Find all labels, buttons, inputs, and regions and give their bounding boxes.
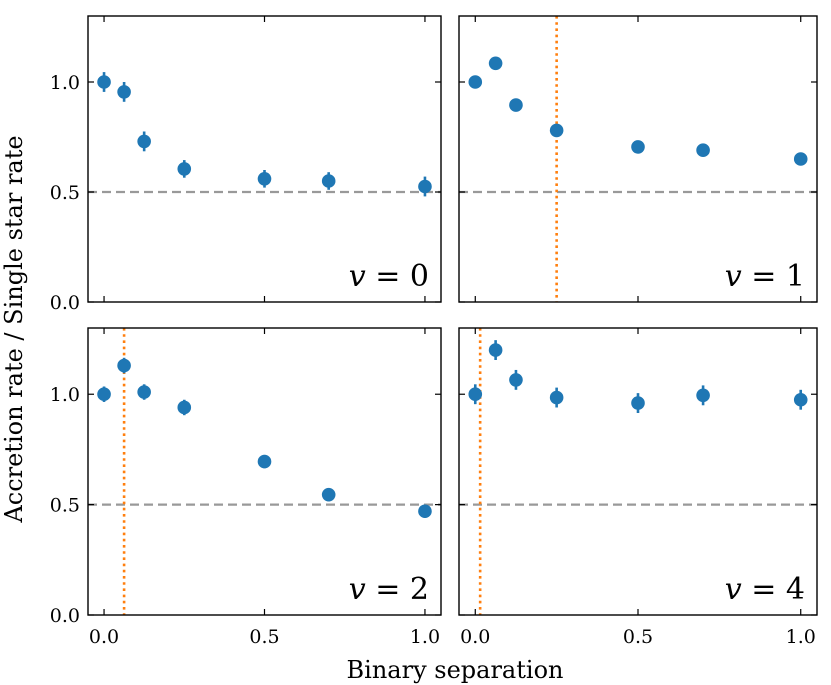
panel-3: 0.0 0.5 1.0 0.0 0.5 1.0 v = 2 (50, 327, 442, 648)
panel-label: v = 2 (349, 572, 429, 607)
data-point (468, 75, 483, 89)
data-point (696, 143, 710, 157)
panel-label-variable: v (349, 572, 366, 607)
y-tick-label: 0.5 (50, 182, 80, 204)
data-point (177, 162, 192, 176)
x-tick-label: 0.0 (89, 626, 119, 648)
panel-label-variable: v (349, 259, 366, 294)
data-points (97, 72, 432, 197)
panel-label-value: = 0 (366, 259, 429, 294)
panel-label-value: = 4 (742, 572, 805, 607)
x-tick-label: 1.0 (786, 626, 816, 648)
data-point (549, 123, 564, 138)
data-point (117, 358, 131, 373)
data-points (468, 340, 808, 413)
panel-frame (87, 15, 442, 303)
panel-label: v = 0 (349, 259, 429, 294)
panel-frame (87, 327, 442, 616)
panel-2: v = 1 (458, 15, 818, 303)
data-point (321, 487, 336, 502)
x-tick-label: 1.0 (410, 626, 440, 648)
data-point (137, 385, 151, 399)
data-point (631, 140, 645, 154)
data-point (177, 400, 192, 415)
panel-label: v = 4 (725, 572, 805, 607)
x-tick-label: 0.5 (623, 626, 653, 648)
y-tick-label: 1.0 (50, 72, 80, 94)
data-point (696, 388, 710, 403)
panel-label: v = 1 (725, 259, 805, 294)
panel-1: 0.0 0.5 1.0 v = 0 (50, 15, 442, 314)
panel-label-variable: v (725, 572, 742, 607)
data-point (793, 392, 808, 407)
y-tick-label: 0.0 (50, 605, 80, 627)
data-points (97, 357, 432, 519)
data-point (509, 98, 523, 112)
x-tick-label: 0.0 (460, 626, 490, 648)
y-axis-title: Accretion rate / Single star rate (0, 135, 28, 523)
data-point (793, 152, 808, 166)
y-tick-label: 0.0 (50, 292, 80, 314)
data-points (468, 56, 808, 166)
panel-label-value: = 2 (366, 572, 429, 607)
data-point (257, 172, 272, 186)
data-point (468, 387, 483, 402)
data-point (488, 56, 503, 71)
data-point (257, 454, 272, 469)
data-point (97, 75, 111, 89)
y-tick-label: 0.5 (50, 495, 80, 517)
data-point (549, 390, 564, 405)
y-tick-label: 1.0 (50, 384, 80, 406)
x-tick-label: 0.5 (249, 626, 279, 648)
panel-frame (458, 15, 818, 303)
data-point (418, 504, 432, 519)
panel-label-variable: v (725, 259, 742, 294)
data-point (418, 179, 432, 194)
data-point (97, 387, 111, 402)
panel-4: 0.0 0.5 1.0 v = 4 (458, 327, 818, 648)
x-axis-title: Binary separation (347, 656, 564, 684)
data-point (509, 373, 523, 387)
panel-frame (458, 327, 818, 616)
panel-label-value: = 1 (742, 259, 805, 294)
data-point (117, 85, 131, 99)
data-point (137, 134, 151, 149)
data-point (631, 396, 645, 410)
data-point (321, 174, 336, 188)
data-point (488, 343, 503, 357)
